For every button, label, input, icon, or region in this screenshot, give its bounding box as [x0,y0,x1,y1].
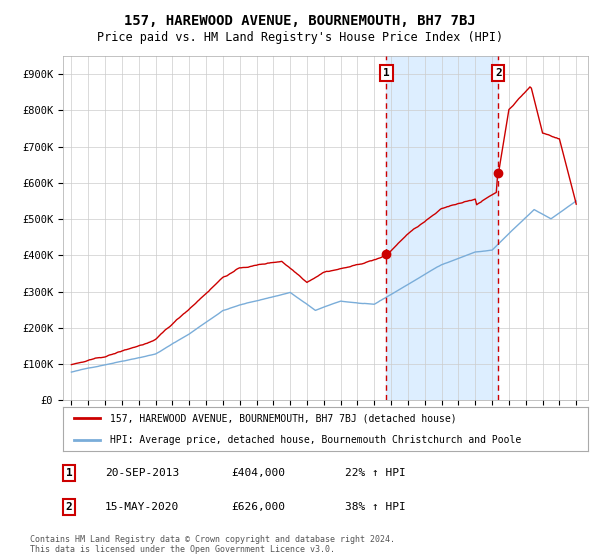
Text: 157, HAREWOOD AVENUE, BOURNEMOUTH, BH7 7BJ (detached house): 157, HAREWOOD AVENUE, BOURNEMOUTH, BH7 7… [110,413,457,423]
Text: 1: 1 [65,468,73,478]
Text: Contains HM Land Registry data © Crown copyright and database right 2024.
This d: Contains HM Land Registry data © Crown c… [30,535,395,554]
Text: 157, HAREWOOD AVENUE, BOURNEMOUTH, BH7 7BJ: 157, HAREWOOD AVENUE, BOURNEMOUTH, BH7 7… [124,14,476,28]
Text: 20-SEP-2013: 20-SEP-2013 [105,468,179,478]
Text: 1: 1 [383,68,390,78]
Text: 38% ↑ HPI: 38% ↑ HPI [345,502,406,512]
Text: 2: 2 [495,68,502,78]
Bar [386,56,499,400]
Text: 15-MAY-2020: 15-MAY-2020 [105,502,179,512]
Text: £404,000: £404,000 [231,468,285,478]
Text: £626,000: £626,000 [231,502,285,512]
Text: HPI: Average price, detached house, Bournemouth Christchurch and Poole: HPI: Average price, detached house, Bour… [110,435,521,445]
Text: 22% ↑ HPI: 22% ↑ HPI [345,468,406,478]
Text: 2: 2 [65,502,73,512]
Text: Price paid vs. HM Land Registry's House Price Index (HPI): Price paid vs. HM Land Registry's House … [97,31,503,44]
